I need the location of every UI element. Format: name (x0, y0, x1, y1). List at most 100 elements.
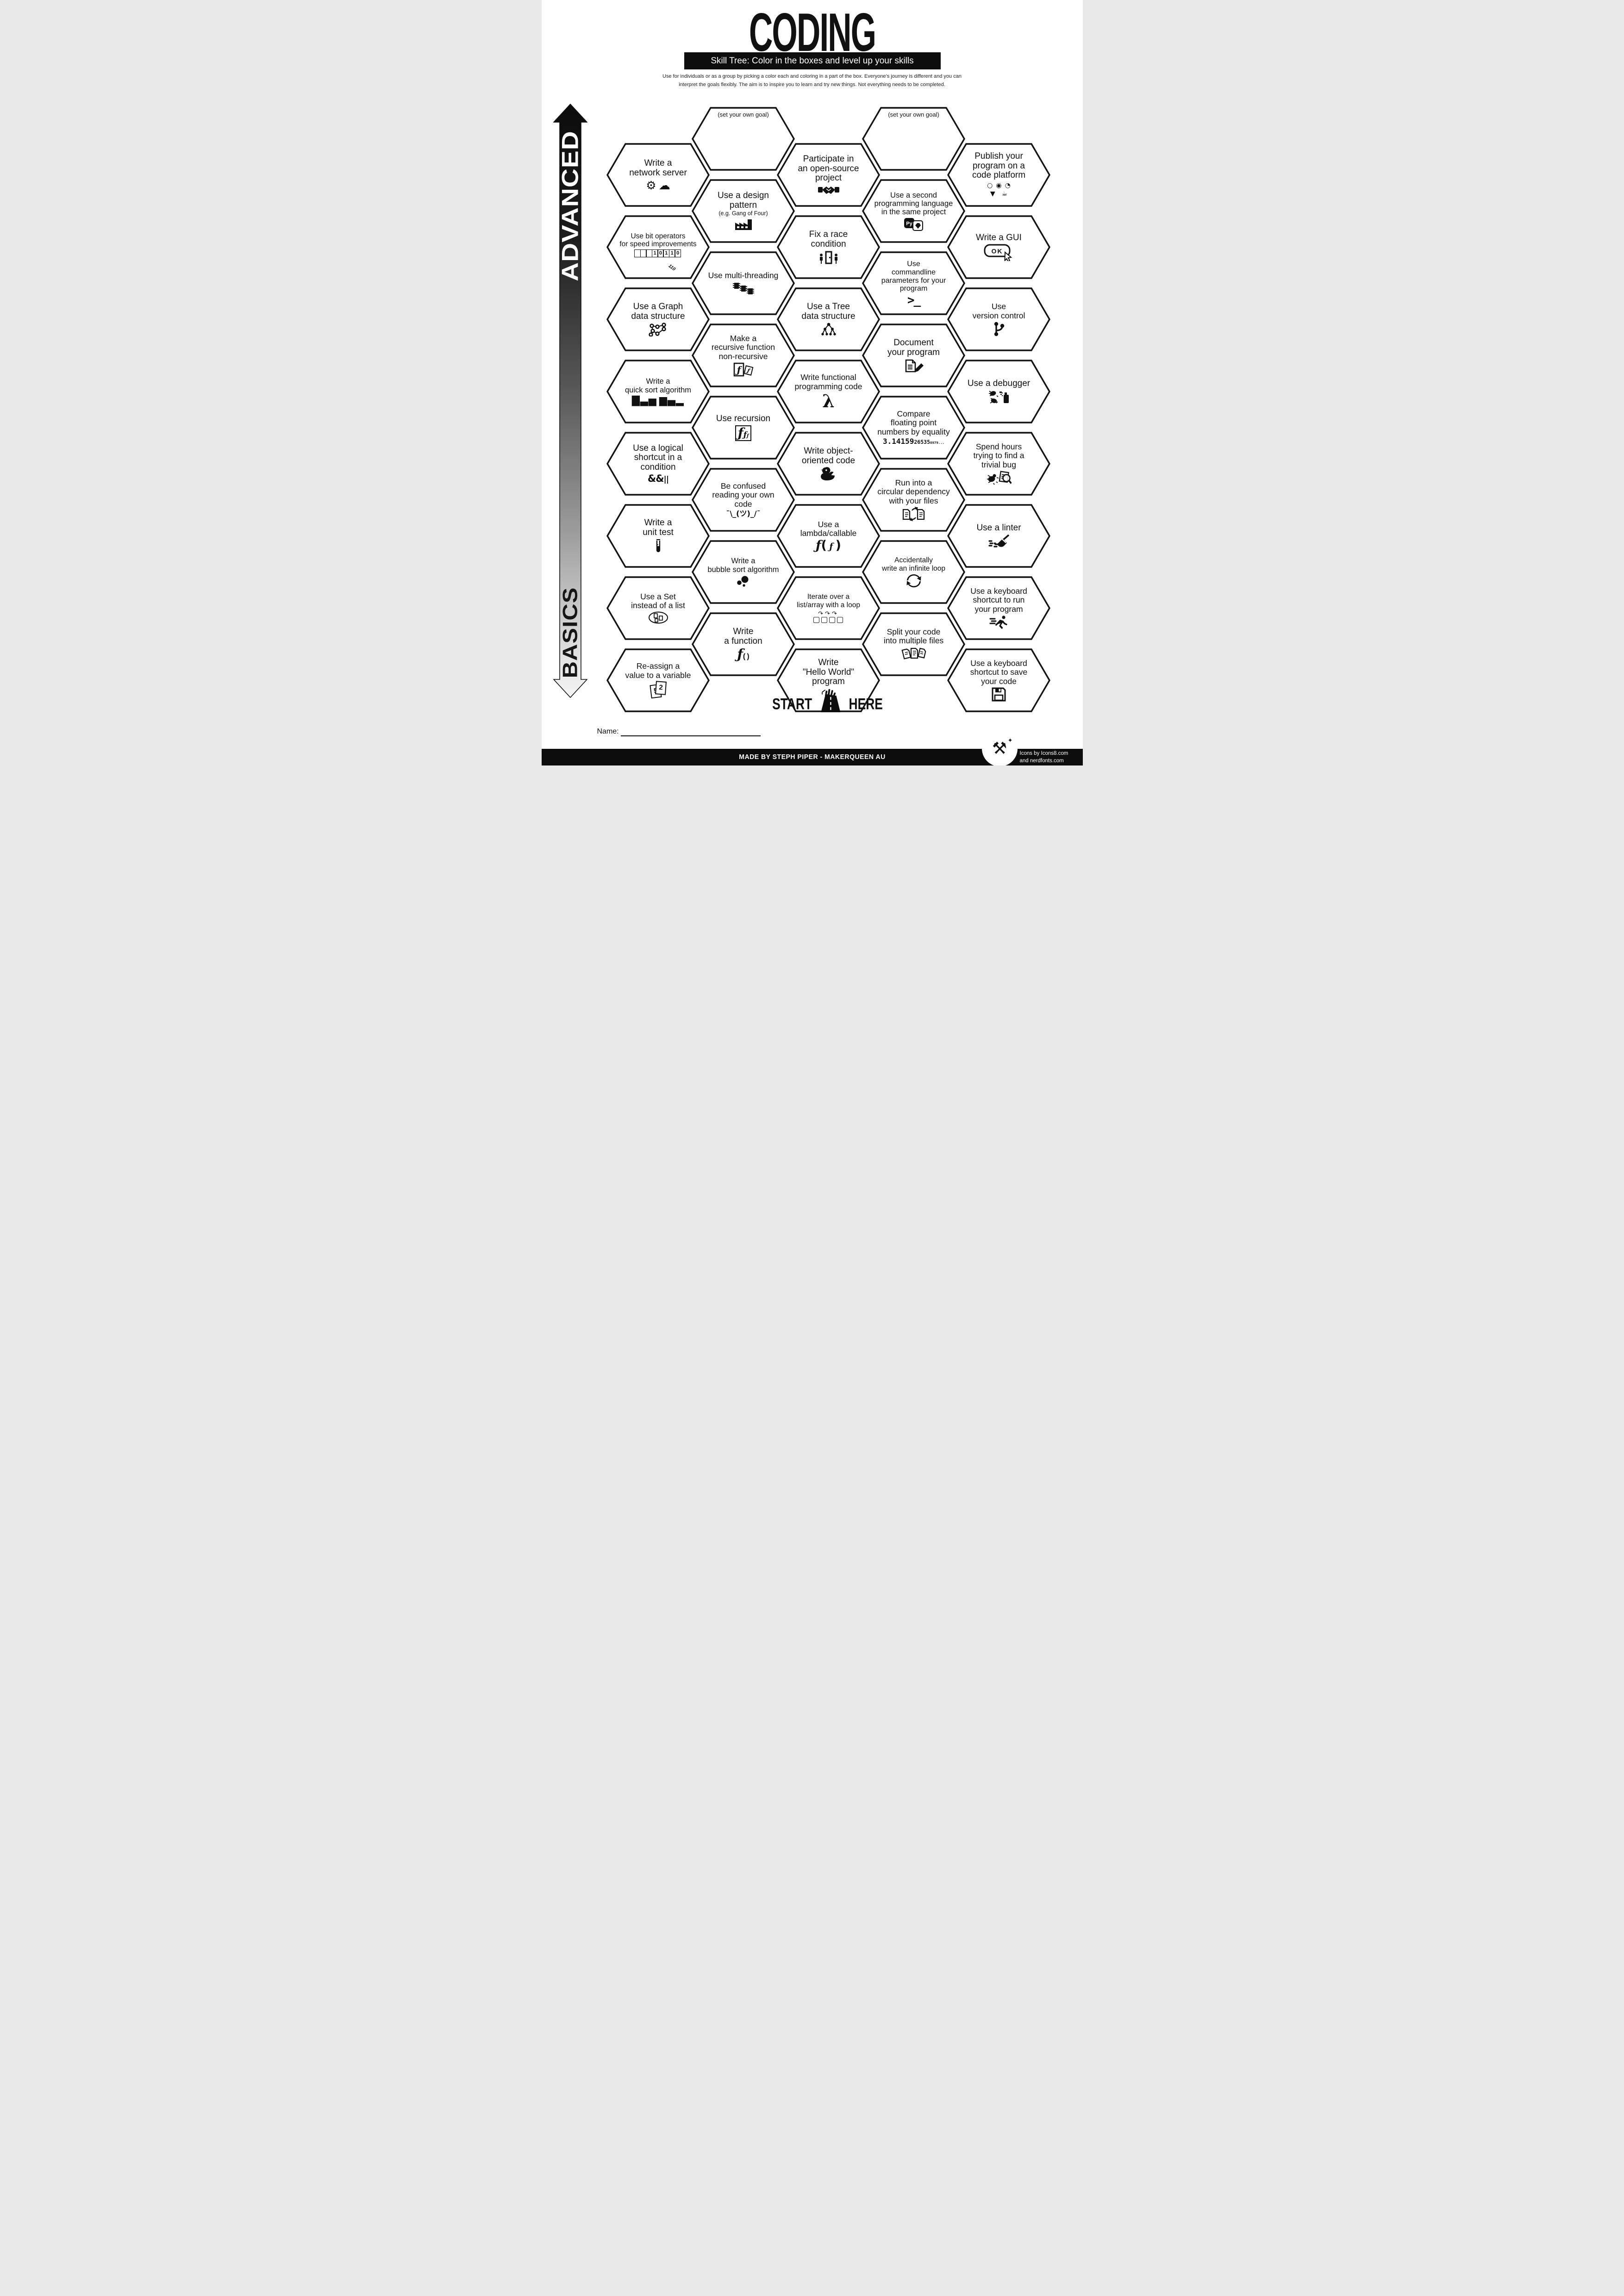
handshake-icon (818, 185, 839, 195)
instructions-line1: Use for individuals or as a group by pic… (662, 74, 962, 79)
floppy-icon (992, 687, 1006, 702)
python-ruby-icon: Py (904, 218, 924, 231)
hex-outline (947, 360, 1050, 423)
hex-write-function[interactable]: Write a function ƒ( ) (692, 612, 795, 677)
hex-bubble-sort[interactable]: Write a bubble sort algorithm (692, 540, 795, 604)
hex-outline (862, 612, 965, 676)
hex-label: Write object-oriented code (801, 446, 856, 466)
hex-outline (947, 504, 1050, 568)
hex-outline (777, 576, 880, 640)
hex-set-not-list[interactable]: Use a Set instead of a list (606, 576, 710, 641)
hex-lambda-callable[interactable]: Use a lambda/callable ƒ( ƒ ) (777, 504, 880, 568)
broom-icon (988, 534, 1010, 548)
name-label: Name: (597, 728, 619, 735)
subtitle-bar: Skill Tree: Color in the boxes and level… (684, 52, 941, 69)
hex-write-gui[interactable]: Write a GUI OK (947, 215, 1050, 280)
cycle-arrows-icon (906, 574, 922, 588)
hex-label: Fix a race condition (809, 230, 848, 249)
hex-label: (set your own goal) (718, 111, 769, 118)
hex-label: Use a linter (976, 523, 1021, 533)
hex-circular-dependency[interactable]: Run into a circular dependency with your f… (862, 467, 965, 532)
hex-network-server[interactable]: Write a network server ⚙ ☁ (606, 143, 710, 207)
git-branch-icon (993, 322, 1005, 336)
hex-graph-structure[interactable]: Use a Graph data structure (606, 287, 710, 352)
shrug-icon: ¯\_(ツ)_/¯ (726, 509, 761, 518)
subtitle-text: Skill Tree: Color in the boxes and level… (711, 56, 914, 66)
hex-confused-code[interactable]: Be confused reading your own code ¯\_(ツ)_/¯ (692, 467, 795, 532)
hex-outline (777, 432, 880, 496)
hex-design-pattern[interactable]: Use a design pattern (e.g. Gang of Four) (692, 179, 795, 243)
sort-bars-icon: ▇▃▅ ▆▄▂ (632, 394, 684, 406)
hex-outline (606, 143, 710, 207)
hex-recursion[interactable]: Use recursion ƒƒƒ (692, 395, 795, 460)
hex-publish-platform[interactable]: Publish your program on a code platform ○ ◉… (947, 143, 1050, 207)
tree-icon (820, 323, 837, 336)
hex-split-files[interactable]: Split your code into multiple files (862, 612, 965, 677)
hex-label: Spend hours trying to find a trivial bug (973, 442, 1024, 469)
hex-second-language[interactable]: Use a second programming language in the s… (862, 179, 965, 243)
road-icon (821, 696, 841, 712)
hex-trivial-bug[interactable]: Spend hours trying to find a trivial bug (947, 431, 1050, 496)
chips-icon (732, 282, 755, 295)
hex-bit-operators[interactable]: Use bit operators for speed improvements 1… (606, 215, 710, 280)
icons-credit-line1: Icons by Icons8.com (1019, 751, 1068, 756)
race-door-icon (818, 251, 840, 264)
hex-shortcut-run[interactable]: Use a keyboard shortcut to run your progra… (947, 576, 1050, 641)
hex-label: Compare floating point numbers by equality (877, 409, 950, 436)
hex-iterate-loop[interactable]: Iterate over a list/array with a loop ↷↷↷ ▢… (777, 576, 880, 641)
hex-label: Be confused reading your own code (712, 481, 775, 509)
svg-text:Py: Py (906, 221, 912, 227)
hex-multi-threading[interactable]: Use multi-threading (692, 251, 795, 316)
hex-label: Write a bubble sort algorithm (707, 557, 779, 574)
svg-text:ƒ: ƒ (735, 364, 742, 375)
function-paren-icon: ƒ( ) (737, 646, 750, 662)
nested-function-icon: ƒƒƒ (735, 425, 752, 441)
hex-outline (606, 648, 710, 712)
hex-label: Write a function (724, 626, 762, 646)
hex-goal-left[interactable]: (set your own goal) (692, 106, 795, 171)
hex-label: Use a debugger (967, 378, 1031, 388)
hex-commandline-params[interactable]: Use commandline parameters for your program… (862, 251, 965, 316)
hex-infinite-loop[interactable]: Accidentally write an infinite loop (862, 540, 965, 604)
hex-outline (606, 215, 710, 279)
icons-credit-line2: and nerdfonts.com (1019, 758, 1064, 764)
hex-functional-code[interactable]: Write functional programming code λ (777, 359, 880, 424)
test-tube-icon (655, 539, 662, 554)
hex-quick-sort[interactable]: Write a quick sort algorithm ▇▃▅ ▆▄▂ (606, 359, 710, 424)
hex-goal-right[interactable]: (set your own goal) (862, 106, 965, 171)
name-input[interactable] (620, 728, 761, 736)
hex-logical-shortcut[interactable]: Use a logical shortcut in a condition &&|| (606, 431, 710, 496)
hex-outline (947, 648, 1050, 712)
hex-outline (862, 540, 965, 604)
hex-outline (947, 576, 1050, 640)
hex-outline (862, 179, 965, 243)
hex-label: Accidentally write an infinite loop (882, 556, 945, 572)
hex-shortcut-save[interactable]: Use a keyboard shortcut to save your code (947, 648, 1050, 713)
bug-magnifier-icon (987, 471, 1012, 485)
hex-float-equality[interactable]: Compare floating point numbers by equality… (862, 395, 965, 460)
hex-linter[interactable]: Use a linter (947, 504, 1050, 568)
hex-document-program[interactable]: Document your program (862, 323, 965, 388)
hex-outline (862, 468, 965, 532)
hex-outline (777, 648, 880, 712)
hex-tree-structure[interactable]: Use a Tree data structure (777, 287, 880, 352)
binary-register-icon: 1 0 1 1 0 110 (634, 249, 681, 272)
hex-race-condition[interactable]: Fix a race condition (777, 215, 880, 280)
hex-debugger[interactable]: Use a debugger (947, 359, 1050, 424)
loop-boxes-icon: ↷↷↷ ▢▢▢▢ (812, 610, 844, 624)
lambda-call-icon: ƒ( ƒ ) (816, 538, 841, 553)
hex-oop-code[interactable]: Write object-oriented code (777, 431, 880, 496)
hex-outline (862, 107, 965, 171)
hex-version-control[interactable]: Use version control (947, 287, 1050, 352)
hex-label: Write "Hello World" program (802, 657, 855, 687)
here-label: HERE (849, 695, 883, 713)
hex-outline (692, 396, 795, 460)
hex-outline (606, 504, 710, 568)
hex-outline (947, 287, 1050, 351)
hex-recursive-to-non[interactable]: Make a recursive function non-recursive ƒ ƒ (692, 323, 795, 388)
hex-open-source[interactable]: Participate in an open-source project (777, 143, 880, 207)
hex-outline (862, 324, 965, 387)
hex-unit-test[interactable]: Write a unit test (606, 504, 710, 568)
hex-label: Use a lambda/callable (800, 519, 857, 538)
